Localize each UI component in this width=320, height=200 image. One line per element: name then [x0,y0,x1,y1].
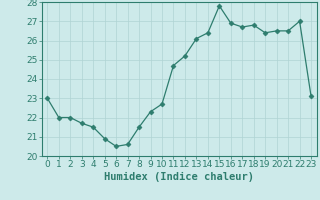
X-axis label: Humidex (Indice chaleur): Humidex (Indice chaleur) [104,172,254,182]
